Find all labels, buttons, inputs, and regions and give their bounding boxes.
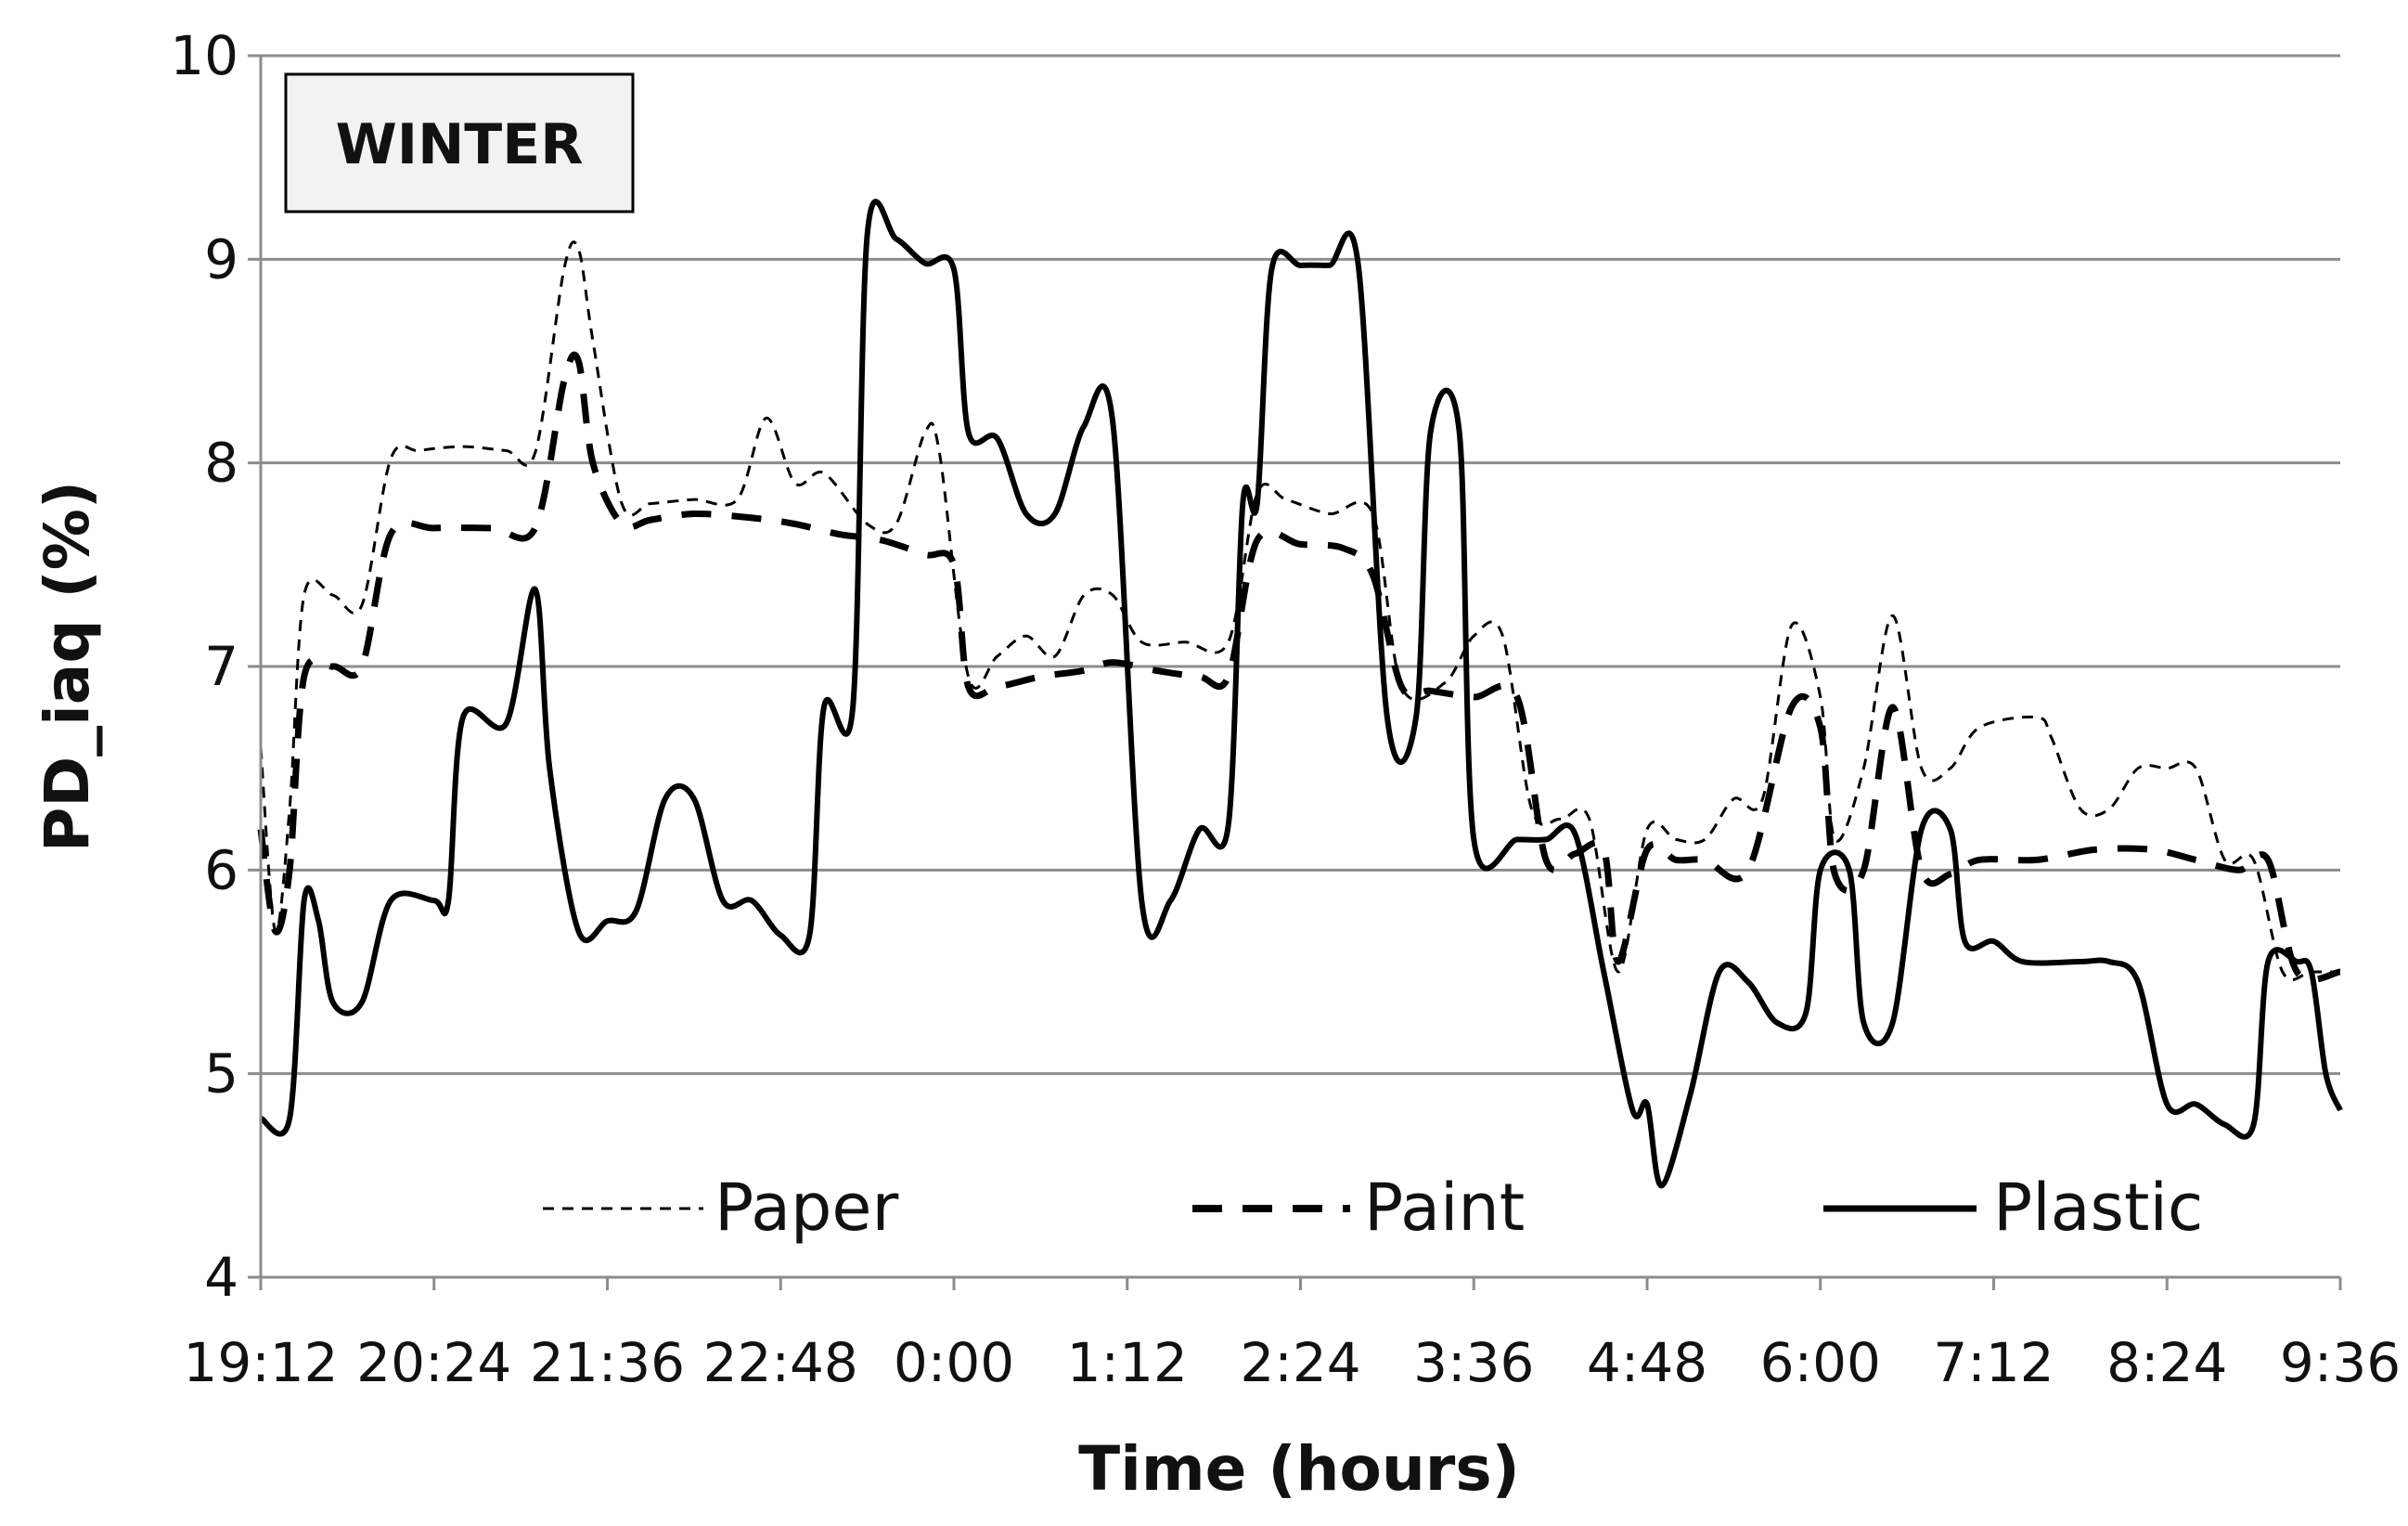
y-tick-label-9: 9 bbox=[204, 227, 238, 291]
y-tick-label-5: 5 bbox=[204, 1042, 238, 1106]
x-tick-label-3: 22:48 bbox=[703, 1331, 858, 1394]
y-axis-title: PD_iaq (%) bbox=[32, 481, 103, 852]
series-lines bbox=[257, 199, 2343, 1189]
series-line-paint bbox=[257, 351, 2341, 983]
x-tick-label-7: 3:36 bbox=[1413, 1331, 1534, 1394]
badge: WINTER bbox=[284, 72, 635, 213]
y-tick-label-6: 6 bbox=[204, 838, 238, 901]
legend-label-paper: Paper bbox=[715, 1170, 898, 1246]
legend-label-paint: Paint bbox=[1364, 1170, 1525, 1246]
y-tick-label-7: 7 bbox=[204, 635, 238, 698]
x-tick-label-5: 1:12 bbox=[1067, 1331, 1188, 1394]
x-tick-label-1: 20:24 bbox=[356, 1331, 511, 1394]
y-tick-label-8: 8 bbox=[204, 432, 238, 495]
x-tick-label-10: 7:12 bbox=[1933, 1331, 2054, 1394]
legend: Paper Paint Plastic bbox=[543, 1170, 2203, 1246]
x-tick-label-9: 6:00 bbox=[1760, 1331, 1881, 1394]
legend-label-plastic: Plastic bbox=[1993, 1170, 2203, 1246]
x-axis-title: Time (hours) bbox=[1078, 1433, 1520, 1505]
y-axis-ticks: 4 5 6 7 8 9 10 bbox=[170, 24, 261, 1309]
badge-label: WINTER bbox=[336, 112, 584, 177]
x-tick-label-8: 4:48 bbox=[1587, 1331, 1707, 1394]
x-tick-label-11: 8:24 bbox=[2106, 1331, 2227, 1394]
series-line-plastic bbox=[259, 199, 2343, 1189]
x-tick-label-6: 2:24 bbox=[1240, 1331, 1360, 1394]
series-line-paper bbox=[259, 240, 2340, 981]
y-tick-label-4: 4 bbox=[204, 1246, 238, 1309]
x-tick-label-2: 21:36 bbox=[530, 1331, 685, 1394]
badge-box bbox=[284, 72, 635, 213]
y-tick-label-10: 10 bbox=[170, 24, 238, 87]
x-tick-label-0: 19:12 bbox=[183, 1331, 338, 1394]
gridlines bbox=[261, 54, 2340, 1076]
x-tick-label-12: 9:36 bbox=[2280, 1331, 2401, 1394]
x-axis-ticks: 19:12 20:24 21:36 22:48 0:00 1:12 2:24 3:36 4:48… bbox=[183, 1277, 2401, 1394]
x-tick-label-4: 0:00 bbox=[894, 1331, 1014, 1394]
